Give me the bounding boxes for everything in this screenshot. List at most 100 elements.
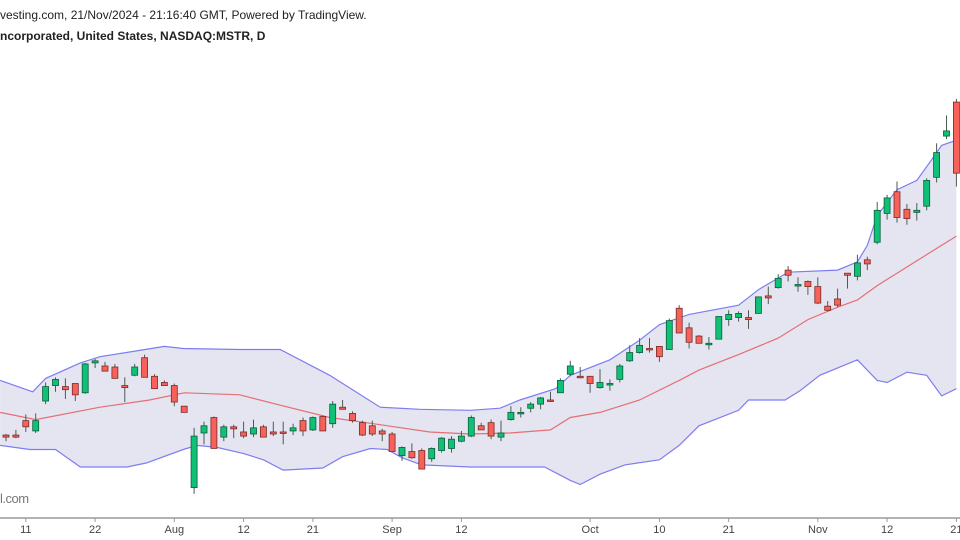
candle-body-down xyxy=(151,375,158,390)
candle xyxy=(527,402,535,413)
candle xyxy=(131,363,139,377)
candle xyxy=(170,383,178,407)
x-tick-label: 21 xyxy=(950,524,960,536)
candle-body-up xyxy=(467,417,475,437)
candle-body-up xyxy=(398,447,406,457)
candle xyxy=(180,405,188,413)
candle-body-up xyxy=(289,427,297,432)
candle xyxy=(507,406,515,421)
candle xyxy=(32,413,40,433)
candle xyxy=(319,415,327,432)
candle-body-up xyxy=(32,420,40,432)
candle xyxy=(279,421,287,445)
x-tick-label: Aug xyxy=(165,524,185,536)
candle-body-down xyxy=(695,335,703,344)
candle xyxy=(111,363,119,379)
candle xyxy=(705,337,713,350)
candle xyxy=(210,416,218,449)
candle-body-down xyxy=(814,286,822,304)
candle-body-up xyxy=(457,435,465,442)
candle xyxy=(220,424,228,442)
candle xyxy=(388,431,396,452)
candle xyxy=(675,305,683,334)
x-tick-label: 10 xyxy=(653,524,665,536)
candle xyxy=(715,316,723,340)
candle-body-up xyxy=(507,411,515,420)
candle-body-down xyxy=(784,269,792,276)
chart-source-line: vesting.com, 21/Nov/2024 - 21:16:40 GMT,… xyxy=(0,8,367,22)
candle-body-up xyxy=(883,197,891,214)
candle-body-down xyxy=(646,348,653,351)
candle xyxy=(62,378,69,399)
watermark: l.com xyxy=(0,491,29,506)
candle xyxy=(487,419,495,440)
candle xyxy=(903,204,911,225)
candle-body-up xyxy=(131,366,139,376)
candle-body-up xyxy=(626,352,634,362)
candle xyxy=(230,424,238,439)
candle xyxy=(517,407,525,418)
candle-body-down xyxy=(745,317,752,320)
candle-body-up xyxy=(220,426,228,438)
candle xyxy=(616,363,624,383)
candle-body-down xyxy=(299,420,307,432)
candle-body-down xyxy=(893,191,901,218)
x-tick-label: 21 xyxy=(307,524,319,536)
candle-body-up xyxy=(596,382,604,389)
candle xyxy=(2,434,10,442)
candle-body-down xyxy=(210,417,218,449)
candle-body-down xyxy=(863,259,871,265)
basis-line xyxy=(0,235,957,435)
candle xyxy=(537,396,544,410)
candle-body-up xyxy=(705,342,713,346)
candle-body-up xyxy=(933,152,940,178)
candle xyxy=(22,414,30,432)
candle xyxy=(764,286,772,305)
candle xyxy=(596,369,604,389)
candle-body-down xyxy=(240,431,248,437)
candle xyxy=(626,345,634,362)
candle xyxy=(240,421,248,439)
candle xyxy=(52,377,59,392)
x-tick-label: Nov xyxy=(808,524,828,536)
candle xyxy=(873,202,881,245)
candle-body-up xyxy=(91,360,99,364)
candle-body-down xyxy=(62,386,69,391)
x-tick-label: Oct xyxy=(582,524,599,536)
lower-band-line xyxy=(0,359,957,486)
candle-body-down xyxy=(358,422,366,436)
candle xyxy=(804,280,812,295)
candle-body-up xyxy=(735,313,742,318)
candle xyxy=(566,360,574,377)
candle-body-down xyxy=(408,451,416,459)
candle xyxy=(339,400,347,410)
candle-body-down xyxy=(279,431,287,434)
x-tick-label: 21 xyxy=(723,524,735,536)
candle-body-up xyxy=(665,320,673,350)
candle-body-down xyxy=(101,365,109,372)
candle xyxy=(547,391,554,402)
candle xyxy=(160,380,168,386)
candle-body-up xyxy=(755,296,762,314)
candle-body-down xyxy=(378,430,386,435)
candle-body-down xyxy=(477,425,485,431)
bollinger-bands xyxy=(0,139,957,486)
candle xyxy=(863,256,871,271)
candle-body-down xyxy=(180,405,188,413)
candle xyxy=(71,383,79,402)
candle-body-down xyxy=(844,272,851,276)
candle-body-up xyxy=(537,397,544,405)
candle xyxy=(755,296,762,314)
candle-body-up xyxy=(428,448,436,460)
candle-body-down xyxy=(675,307,683,334)
chart-symbol-line: ncorporated, United States, NASDAQ:MSTR,… xyxy=(0,29,266,43)
candle xyxy=(893,181,901,223)
candle xyxy=(665,318,673,350)
candle xyxy=(586,375,594,393)
candle xyxy=(646,338,653,353)
candle-body-up xyxy=(329,403,337,425)
candle-body-down xyxy=(418,450,426,470)
candle-body-down xyxy=(12,434,20,438)
candle-body-down xyxy=(953,101,960,174)
